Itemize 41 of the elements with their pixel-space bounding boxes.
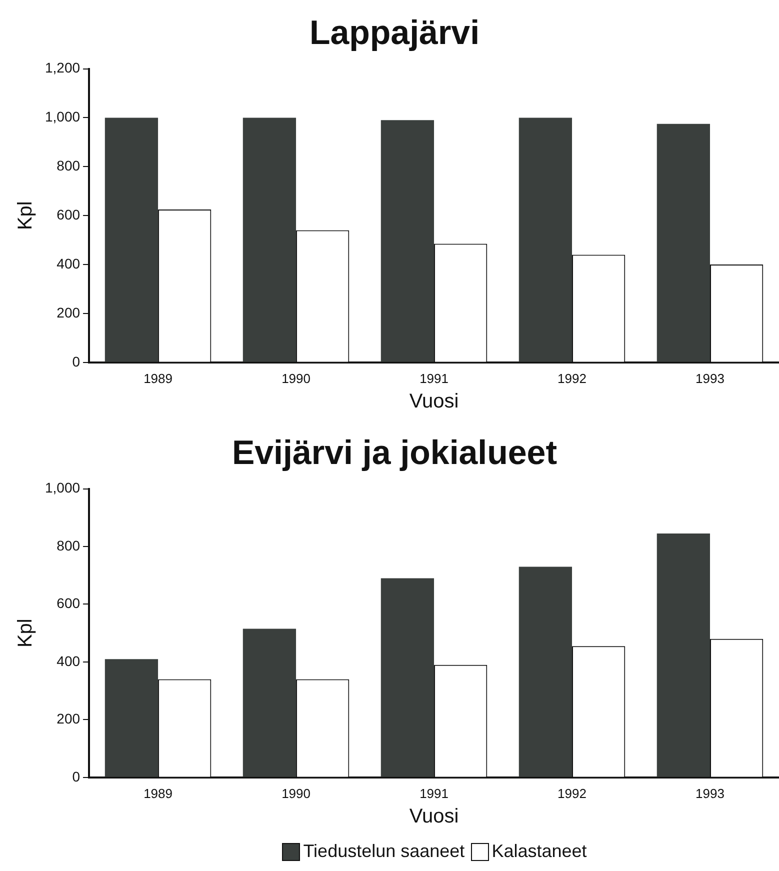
x-tick-label: 1990 bbox=[282, 370, 310, 386]
bar bbox=[380, 120, 434, 362]
x-tick-label: 1989 bbox=[144, 786, 172, 801]
y-tick-label: 1,000 bbox=[44, 108, 80, 125]
bar bbox=[380, 578, 434, 777]
x-tick-label: 1991 bbox=[420, 370, 448, 386]
y-tick-label: 800 bbox=[56, 158, 80, 174]
chart-title: Evijärvi ja jokialueet bbox=[232, 434, 558, 472]
y-axis-title: Kpl bbox=[14, 201, 37, 230]
y-tick-label: 600 bbox=[56, 595, 80, 612]
x-tick-label: 1993 bbox=[696, 786, 724, 801]
bar bbox=[518, 118, 572, 362]
x-tick-label: 1991 bbox=[420, 786, 448, 801]
y-tick-label: 800 bbox=[56, 537, 80, 554]
bar bbox=[242, 118, 296, 362]
x-tick-label: 1992 bbox=[558, 370, 586, 386]
y-tick-label: 600 bbox=[56, 206, 80, 222]
bar bbox=[242, 628, 296, 777]
bar bbox=[104, 659, 158, 777]
y-tick-label: 1,000 bbox=[44, 480, 80, 496]
y-tick-label: 400 bbox=[56, 652, 80, 669]
legend-label: Tiedustelun saaneet bbox=[303, 841, 465, 862]
y-tick-label: 200 bbox=[56, 710, 80, 727]
y-tick-label: 200 bbox=[56, 304, 80, 320]
y-tick-label: 0 bbox=[72, 353, 80, 370]
x-tick-label: 1993 bbox=[696, 370, 724, 386]
x-tick-label: 1990 bbox=[282, 786, 310, 801]
chart-title: Lappajärvi bbox=[309, 14, 480, 52]
y-tick-label: 400 bbox=[56, 255, 80, 272]
x-tick-label: 1992 bbox=[558, 786, 586, 801]
x-tick-label: 1989 bbox=[144, 370, 172, 386]
bar bbox=[518, 566, 572, 777]
x-axis-title: Vuosi bbox=[409, 806, 459, 828]
y-tick-label: 1,200 bbox=[44, 60, 80, 76]
y-tick-label: 0 bbox=[72, 768, 80, 784]
bar bbox=[104, 118, 158, 362]
bar bbox=[656, 124, 710, 362]
y-axis-title: Kpl bbox=[14, 618, 37, 648]
bar bbox=[656, 534, 710, 777]
legend-label: Kalastaneet bbox=[492, 841, 587, 862]
x-axis-title: Vuosi bbox=[409, 390, 459, 413]
